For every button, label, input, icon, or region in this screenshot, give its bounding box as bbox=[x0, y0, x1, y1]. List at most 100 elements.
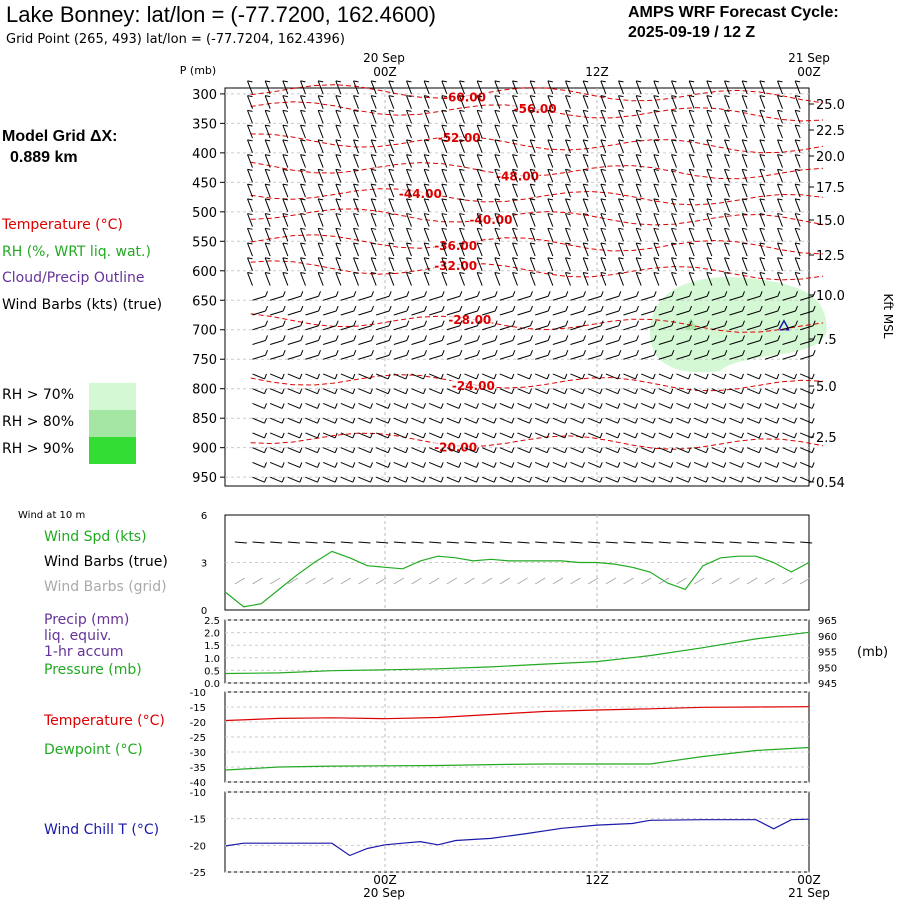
wind-barb bbox=[547, 139, 554, 154]
wind-barb bbox=[353, 213, 359, 227]
wind-barb-flag bbox=[494, 242, 500, 245]
wind-barb-flag bbox=[724, 272, 730, 275]
temperature-contour bbox=[250, 432, 824, 450]
wind-barb-flag bbox=[247, 227, 253, 230]
wind10m-tick-label: 3 bbox=[201, 559, 207, 570]
wind-barb-flag bbox=[388, 139, 394, 142]
wind-barb-flag bbox=[795, 95, 801, 98]
wind-barb-flag bbox=[547, 168, 553, 171]
wind-barb-flag bbox=[423, 373, 426, 380]
wind-barb-flag bbox=[530, 272, 536, 275]
wind10m-barb-grid bbox=[693, 577, 705, 585]
wind-barb-flag bbox=[759, 168, 765, 171]
wind-barb bbox=[658, 402, 672, 409]
wind-barb-flag bbox=[795, 183, 801, 186]
wind10m-barb-grid bbox=[640, 577, 652, 585]
wind-barb bbox=[794, 169, 801, 183]
wind-barb bbox=[764, 461, 778, 468]
wind-barb-flag bbox=[705, 447, 709, 453]
wind-barb-flag bbox=[423, 403, 426, 409]
wind-barb-flag bbox=[564, 418, 568, 424]
wind-barb-flag bbox=[458, 476, 462, 483]
wind-barb-flag bbox=[318, 257, 324, 260]
wind-barb bbox=[600, 242, 607, 257]
wind-barb bbox=[388, 198, 395, 213]
temp-tick-label: -40 bbox=[190, 778, 206, 789]
wind-barb bbox=[300, 154, 306, 168]
wind-barb bbox=[547, 213, 554, 227]
wind-barb bbox=[423, 169, 430, 183]
wind-barb-flag bbox=[511, 462, 515, 468]
wind-barb-flag bbox=[440, 373, 444, 380]
wind-barb bbox=[794, 183, 801, 198]
wind-barb bbox=[741, 242, 748, 257]
wind-barb bbox=[671, 154, 677, 168]
wind-barb-flag bbox=[317, 447, 320, 453]
wind-barb bbox=[428, 402, 442, 409]
wind-barb-flag bbox=[406, 320, 410, 326]
wind-barb-flag bbox=[512, 291, 516, 297]
wind-barb-flag bbox=[599, 476, 603, 483]
wind-barb bbox=[618, 154, 624, 168]
wind-barb bbox=[305, 402, 318, 409]
wind-barb-flag bbox=[652, 462, 656, 468]
wind-barb-flag bbox=[653, 320, 657, 326]
wind-barb bbox=[393, 373, 407, 380]
wind-barb-flag bbox=[406, 109, 412, 112]
wind-barb-flag bbox=[689, 95, 695, 98]
precip-tick-label: 1.0 bbox=[204, 654, 220, 665]
wind-barb bbox=[711, 417, 725, 424]
temp-tick-label: -20 bbox=[190, 718, 206, 729]
wind-barb bbox=[706, 80, 713, 95]
wind-barb bbox=[741, 228, 748, 242]
wind-barb-flag bbox=[370, 476, 373, 483]
wind-barb-flag bbox=[335, 213, 341, 216]
wind-barb-flag bbox=[459, 95, 465, 98]
wind-barb bbox=[459, 154, 465, 168]
wind-barb bbox=[565, 198, 571, 213]
wind-barb bbox=[459, 242, 465, 257]
wind-barb-flag bbox=[706, 109, 712, 112]
legend-accum: 1-hr accum bbox=[44, 644, 124, 660]
wind-barb bbox=[494, 169, 501, 183]
wind-barb-flag bbox=[742, 227, 748, 230]
wind-barb bbox=[464, 310, 478, 316]
wind-barb-flag bbox=[458, 447, 462, 453]
height-tick-label: 0.54 bbox=[816, 476, 845, 491]
wind-barb bbox=[406, 169, 412, 183]
wind-barb-flag bbox=[759, 154, 765, 157]
wind-barb bbox=[264, 257, 271, 271]
wind-barb bbox=[588, 295, 602, 301]
wind-barb-flag bbox=[812, 350, 816, 356]
wind-barb bbox=[529, 154, 536, 168]
wind-barb bbox=[529, 213, 536, 227]
wind-barb-flag bbox=[705, 373, 709, 380]
wind-barb-flag bbox=[723, 447, 727, 453]
wind-barb-flag bbox=[300, 198, 306, 201]
wind-barb-flag bbox=[759, 242, 765, 245]
wind-barb bbox=[406, 242, 412, 257]
wind-barb bbox=[406, 213, 412, 227]
wind-barb-flag bbox=[652, 418, 656, 424]
wind-barb-flag bbox=[777, 257, 783, 260]
wind-barb-flag bbox=[742, 154, 748, 157]
wind-barb-flag bbox=[440, 403, 444, 409]
height-tick-label: 20.0 bbox=[816, 150, 845, 165]
wind-barb bbox=[252, 447, 265, 454]
wind-barb-flag bbox=[582, 388, 585, 394]
wind-barb-flag bbox=[352, 373, 356, 380]
wind-barb-flag bbox=[265, 257, 271, 260]
wind-barb-flag bbox=[424, 109, 430, 112]
wind-barb bbox=[494, 198, 501, 213]
wind-barb bbox=[782, 447, 795, 454]
wind-barb bbox=[358, 461, 371, 468]
wind-barb bbox=[529, 124, 536, 139]
wind-barb bbox=[441, 272, 448, 286]
wind-barb bbox=[547, 169, 554, 183]
wind-barb bbox=[547, 95, 554, 109]
wind-barb bbox=[529, 257, 536, 271]
wind-barb bbox=[706, 110, 713, 124]
wind-barb bbox=[759, 242, 766, 257]
wind-barb-flag bbox=[458, 418, 462, 424]
wind-barb bbox=[547, 242, 554, 257]
